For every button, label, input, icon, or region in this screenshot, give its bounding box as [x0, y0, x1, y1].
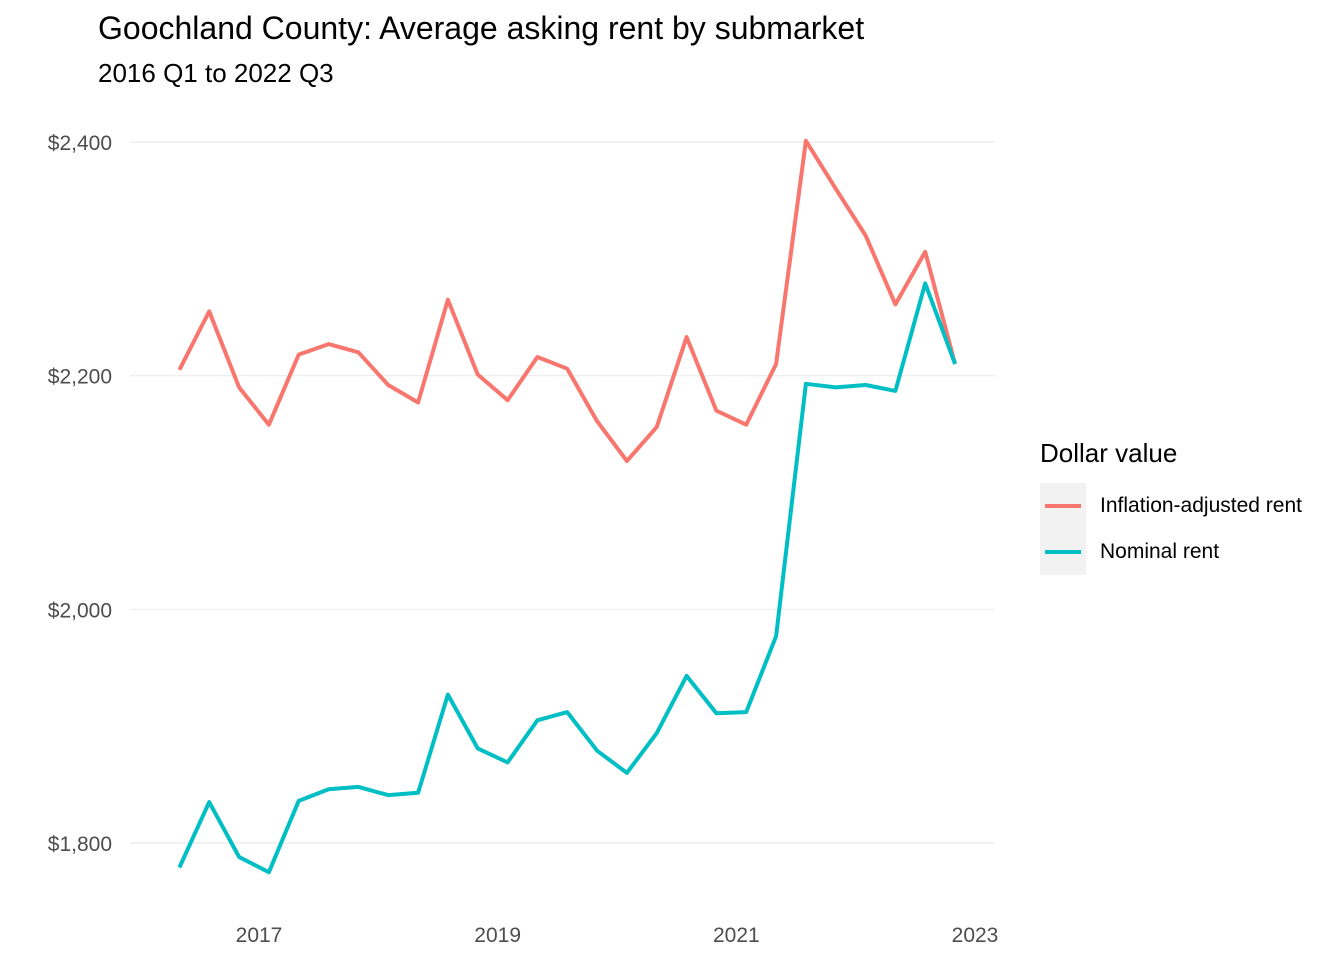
series-line-inflation-adjusted	[177, 138, 958, 463]
legend-key-nominal	[1040, 529, 1086, 575]
legend-label-inflation-adjusted: Inflation-adjusted rent	[1100, 494, 1302, 517]
x-tick-label: 2017	[236, 924, 283, 947]
chart-subtitle: 2016 Q1 to 2022 Q3	[98, 58, 334, 88]
legend-item-inflation-adjusted: Inflation-adjusted rent	[1040, 483, 1302, 529]
series-line-nominal	[177, 281, 957, 875]
legend-key-inflation-adjusted	[1040, 483, 1086, 529]
x-tick-label: 2019	[474, 924, 521, 947]
y-tick-label: $2,200	[48, 366, 112, 389]
chart-title: Goochland County: Average asking rent by…	[98, 10, 865, 46]
legend-swatch-nominal	[1045, 550, 1081, 554]
grid-lines	[130, 141, 995, 844]
series-lines	[177, 138, 958, 875]
legend-title: Dollar value	[1040, 438, 1178, 468]
y-tick-label: $2,000	[48, 599, 112, 622]
x-axis-tick-labels: 2017 2019 2021 2023	[236, 924, 999, 947]
y-tick-label: $2,400	[48, 132, 112, 155]
legend-swatch-inflation-adjusted	[1045, 504, 1081, 508]
y-tick-label: $1,800	[48, 833, 112, 856]
legend-label-nominal: Nominal rent	[1100, 540, 1220, 563]
legend-item-nominal: Nominal rent	[1040, 529, 1302, 575]
y-axis-tick-labels: $1,800 $2,000 $2,200 $2,400	[48, 132, 112, 856]
x-tick-label: 2023	[952, 924, 999, 947]
legend: Dollar value Inflation-adjusted rent Nom…	[1040, 438, 1302, 575]
x-tick-label: 2021	[713, 924, 760, 947]
